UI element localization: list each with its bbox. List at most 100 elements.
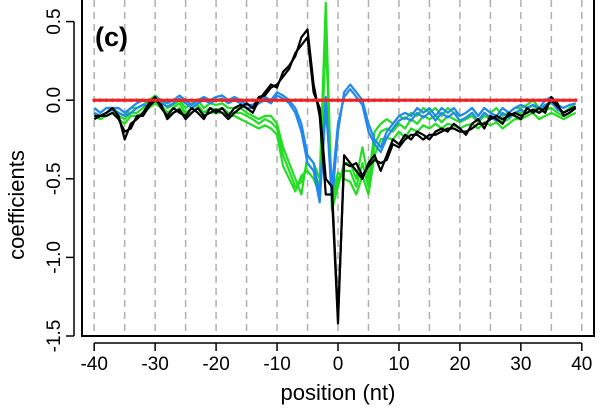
- series-point-red: [183, 98, 188, 102]
- series-point-red: [360, 98, 365, 102]
- series-point-red: [549, 98, 554, 102]
- series-point-red: [208, 98, 212, 102]
- series-point-red: [439, 98, 444, 102]
- series-point-red: [147, 98, 151, 102]
- series-point-red: [177, 98, 182, 102]
- x-tick-label: 20: [449, 354, 470, 375]
- series-point-red: [330, 98, 334, 102]
- series-point-red: [275, 98, 279, 102]
- series-point-red: [122, 98, 127, 102]
- series-point-red: [531, 98, 535, 102]
- y-axis: 0.5 0.0 -0.5 -1.0 -1.5: [44, 8, 75, 353]
- series-point-red: [470, 98, 474, 102]
- series-point-red: [293, 98, 298, 102]
- series-point-red: [336, 98, 340, 102]
- series-point-red: [409, 98, 413, 102]
- series-point-red: [342, 98, 346, 102]
- x-tick-label: -20: [202, 354, 229, 375]
- series-point-red: [482, 98, 487, 102]
- series-point-red: [141, 98, 145, 102]
- series-point-red: [220, 98, 224, 102]
- x-tick-label: 40: [571, 354, 592, 375]
- series-point-red: [153, 98, 157, 102]
- series-point-red: [366, 98, 371, 102]
- x-axis-label: position (nt): [281, 380, 396, 405]
- series-point-red: [196, 98, 200, 102]
- series-point-red: [238, 98, 243, 102]
- series-point-red: [519, 98, 523, 102]
- series-point-red: [281, 98, 285, 102]
- series-point-red: [305, 98, 310, 102]
- series-point-red: [403, 98, 407, 102]
- series-point-red: [232, 98, 237, 102]
- series-point-red: [476, 98, 480, 102]
- series-point-red: [445, 98, 450, 102]
- series-point-red: [165, 98, 170, 102]
- series-point-red: [299, 98, 304, 102]
- x-tick-label: -30: [141, 354, 168, 375]
- series-point-red: [464, 98, 468, 102]
- vertical-gridlines: [93, 0, 583, 336]
- series-point-red: [421, 98, 426, 102]
- y-tick-label: -1.0: [44, 241, 65, 274]
- series-point-red: [128, 98, 133, 102]
- plot-frame: [81, 0, 595, 337]
- series-point-red: [494, 98, 499, 102]
- x-tick-label: 30: [510, 354, 531, 375]
- y-tick-label: 0.5: [44, 8, 65, 34]
- y-tick-label: -1.5: [44, 320, 65, 353]
- series-point-red: [433, 98, 438, 102]
- series-point-red: [525, 98, 529, 102]
- series-point-red: [555, 98, 560, 102]
- series-line-green: [93, 1, 577, 212]
- series-point-red: [104, 98, 109, 102]
- y-tick-label: -0.5: [44, 162, 65, 195]
- series-point-red: [287, 98, 292, 102]
- series-point-red: [500, 98, 505, 102]
- series-point-red: [378, 98, 383, 102]
- y-tick-label: 0.0: [44, 87, 65, 113]
- series-point-red: [415, 98, 420, 102]
- x-tick-label: 0: [333, 354, 344, 375]
- series-line-black: [93, 36, 577, 319]
- series-point-red: [250, 98, 255, 102]
- x-tick-label: 10: [388, 354, 409, 375]
- series-point-red: [324, 98, 328, 102]
- series-point-red: [354, 98, 359, 102]
- series-point-red: [372, 98, 377, 102]
- series-point-red: [452, 98, 456, 102]
- series-point-red: [244, 98, 249, 102]
- series-point-red: [311, 98, 316, 102]
- series-point-red: [543, 98, 548, 102]
- y-axis-label: coefficients: [4, 150, 29, 260]
- series-point-red: [92, 98, 96, 102]
- series-point-red: [269, 98, 273, 102]
- x-tick-label: -40: [80, 354, 107, 375]
- series-point-red: [458, 98, 462, 102]
- series-point-red: [506, 98, 511, 102]
- series-point-red: [537, 98, 541, 102]
- series-point-red: [214, 98, 218, 102]
- series-line-blue: [93, 88, 576, 204]
- x-axis: -40 -30 -20 -10 0 10 20 30 40: [80, 342, 592, 375]
- series-lines: [92, 1, 578, 325]
- series-point-red: [391, 98, 395, 102]
- series-point-red: [135, 98, 139, 102]
- x-tick-label: -10: [263, 354, 290, 375]
- series-point-red: [116, 98, 121, 102]
- series-point-red: [98, 98, 103, 102]
- series-point-red: [189, 98, 194, 102]
- series-point-red: [427, 98, 432, 102]
- series-point-red: [317, 98, 322, 102]
- series-point-red: [573, 98, 578, 102]
- series-point-red: [256, 98, 261, 102]
- series-point-red: [171, 98, 176, 102]
- series-point-red: [110, 98, 115, 102]
- series-point-red: [159, 98, 164, 102]
- series-point-red: [561, 98, 566, 102]
- series-point-red: [512, 98, 517, 102]
- series-point-red: [263, 98, 267, 102]
- panel-label: (c): [95, 22, 128, 52]
- series-point-red: [397, 98, 401, 102]
